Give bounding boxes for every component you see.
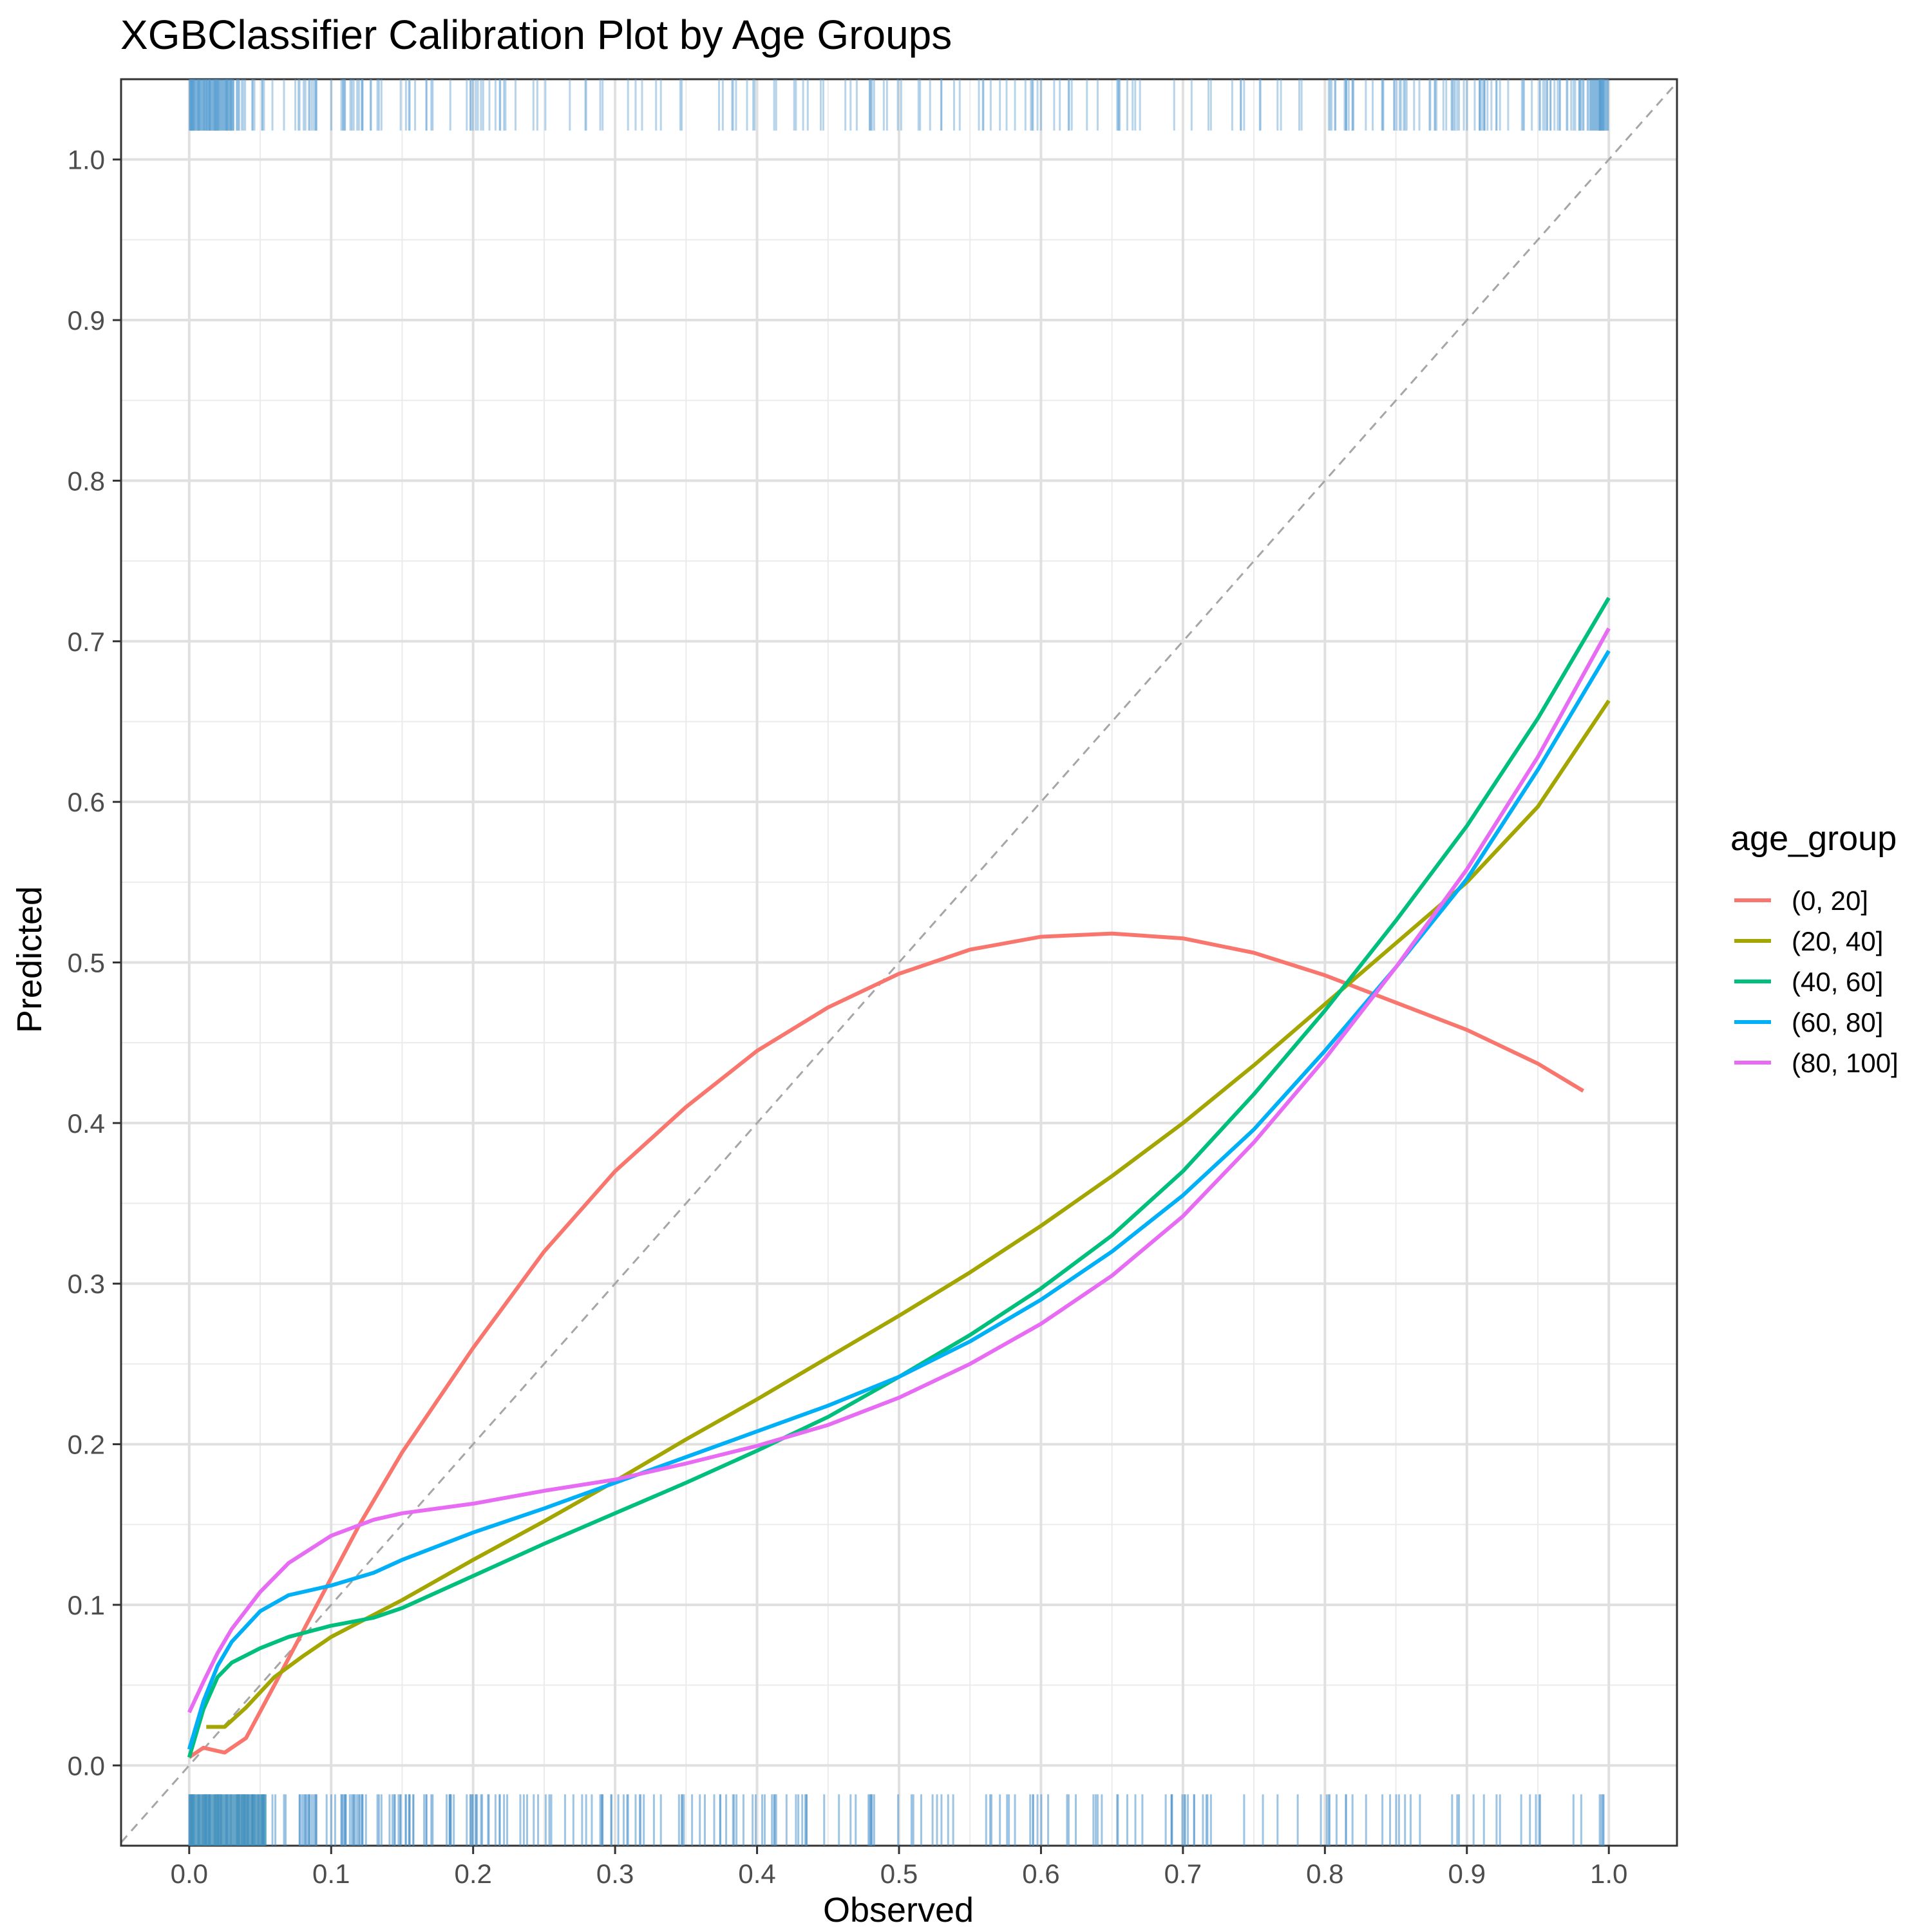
y-axis: 0.0 0.1 0.2 0.3 0.4 0.5 0.6 0.7 0.8 0.9 1.0 [68, 145, 121, 1781]
plot-panel [120, 78, 1678, 1847]
series-line-3 [187, 596, 1611, 1758]
x-tick-label: 0.6 [1022, 1859, 1059, 1889]
x-tick-label: 0.7 [1164, 1859, 1202, 1889]
x-tick-label: 0.0 [171, 1859, 208, 1889]
legend: age_group (0, 20] (20, 40] (40, 60] (60, 80… [1730, 819, 1899, 1078]
legend-label-3: (40, 60] [1792, 967, 1883, 997]
y-tick-label: 0.3 [68, 1269, 105, 1299]
y-tick-label: 1.0 [68, 145, 105, 175]
rug-top [188, 79, 1609, 131]
x-tick-label: 0.3 [596, 1859, 634, 1889]
x-tick-label: 0.8 [1306, 1859, 1343, 1889]
y-tick-label: 0.1 [68, 1590, 105, 1620]
series-line-1 [188, 931, 1585, 1759]
legend-label-2: (20, 40] [1792, 926, 1883, 956]
x-tick-label: 1.0 [1590, 1859, 1627, 1889]
legend-label-4: (60, 80] [1792, 1007, 1883, 1037]
series-line-5 [187, 627, 1611, 1714]
y-tick-label: 0.9 [68, 305, 105, 336]
y-tick-label: 0.6 [68, 787, 105, 817]
x-tick-label: 0.1 [312, 1859, 350, 1889]
rug-dense-bottom-left [189, 1794, 267, 1846]
y-tick-label: 0.2 [68, 1430, 105, 1460]
y-tick-label: 0.4 [68, 1108, 105, 1139]
rug-dense-top-right [1589, 79, 1609, 131]
reference-diagonal [120, 81, 1678, 1844]
y-tick-label: 0.8 [68, 466, 105, 496]
series-line-4 [187, 650, 1611, 1750]
y-tick-label: 0.7 [68, 627, 105, 657]
y-tick-label: 0.5 [68, 948, 105, 978]
legend-title: age_group [1730, 819, 1897, 858]
x-tick-label: 0.5 [880, 1859, 918, 1889]
y-tick-label: 0.0 [68, 1750, 105, 1781]
chart-title: XGBClassifier Calibration Plot by Age Gr… [120, 12, 952, 58]
x-tick-label: 0.9 [1448, 1859, 1486, 1889]
legend-label-5: (80, 100] [1792, 1048, 1899, 1078]
legend-label-1: (0, 20] [1792, 886, 1868, 916]
rug-bottom [188, 1794, 1605, 1846]
x-axis: 0.0 0.1 0.2 0.3 0.4 0.5 0.6 0.7 0.8 0.9 1.0 [171, 1846, 1627, 1889]
rug-dense-top-left [189, 79, 234, 131]
x-tick-label: 0.4 [738, 1859, 775, 1889]
x-tick-label: 0.2 [454, 1859, 491, 1889]
x-axis-title: Observed [823, 1891, 974, 1929]
y-axis-title: Predicted [10, 886, 49, 1033]
series-layer [187, 596, 1611, 1759]
